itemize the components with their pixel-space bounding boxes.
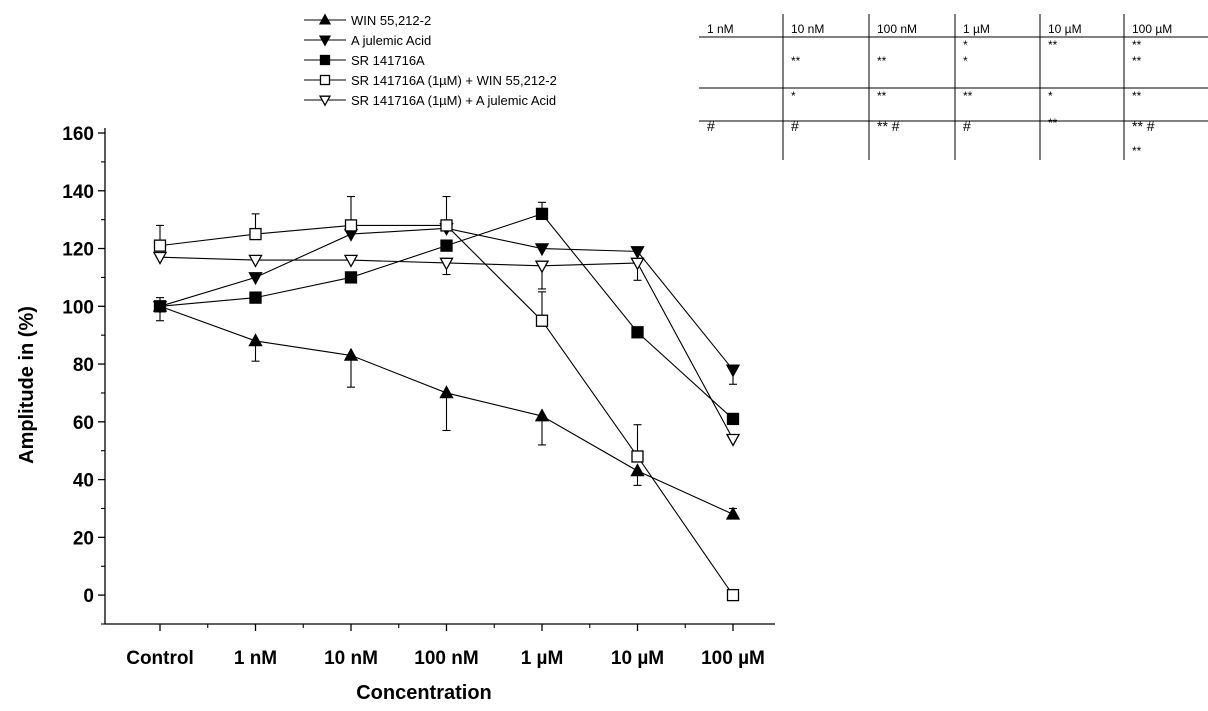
legend: WIN 55,212-2 A julemic Acid SR 141716A SR 1… (304, 13, 557, 108)
data-point (249, 227, 262, 241)
y-tick-label: 40 (73, 471, 94, 492)
data-point (631, 326, 644, 339)
data-point (534, 408, 550, 422)
table-cell: * (963, 54, 968, 68)
table-cell: ** (963, 89, 973, 103)
table-cell: ** (1132, 38, 1142, 52)
x-tick-label: 10 nM (324, 648, 378, 669)
data-point (152, 251, 168, 265)
table-cell: ** (791, 54, 801, 68)
series-1 (152, 297, 741, 520)
table-header-cell: 100 µM (1132, 22, 1172, 36)
data-point (153, 300, 167, 313)
data-point (343, 254, 359, 268)
x-tick-label: 100 µM (701, 648, 765, 669)
table-header-cell: 10 µM (1048, 22, 1082, 36)
data-point (725, 506, 741, 520)
legend-label: SR 141716A (1µM) + WIN 55,212-2 (351, 73, 557, 88)
y-tick-label: 20 (73, 528, 94, 549)
x-tick-label: Control (126, 648, 194, 669)
table-cell: * (963, 38, 968, 52)
series-4 (153, 195, 740, 602)
table-cell: * (791, 89, 796, 103)
data-point (343, 347, 359, 361)
y-tick-label: 0 (83, 586, 94, 607)
table-cell: # (707, 118, 715, 134)
table-cell: ** # (1132, 118, 1155, 134)
table-header-cell: 1 nM (707, 22, 734, 36)
table-cell: * (1048, 89, 1053, 103)
data-point (726, 588, 740, 602)
series-5 (152, 251, 741, 447)
axes: 0 20 40 60 80 100 120 140 160 Control 1 nM 10 nM 100… (62, 124, 775, 669)
data-point (630, 257, 645, 271)
legend-label: A julemic Acid (351, 33, 431, 48)
legend-marker (318, 95, 332, 107)
data-point (725, 364, 741, 378)
significance-table: 1 nM 10 nM 100 nM 1 µM 10 µM 100 µM* ** **** ** *… (699, 14, 1208, 160)
x-tick-label: 1 µM (521, 648, 564, 669)
x-tick-label: 1 nM (234, 648, 277, 669)
data-point (630, 463, 645, 477)
table-cell: ** (1132, 89, 1142, 103)
data-point (344, 271, 358, 284)
series-3 (153, 201, 740, 426)
y-tick-label: 100 (62, 297, 94, 318)
table-cell: ** (877, 89, 887, 103)
table-cell: # (791, 118, 799, 134)
y-tick-label: 60 (73, 413, 94, 434)
y-tick-label: 160 (62, 124, 94, 145)
data-point (534, 243, 550, 257)
legend-marker (318, 13, 332, 25)
data-point (439, 385, 454, 399)
data-point (249, 291, 262, 304)
table-cell: ** (877, 54, 887, 68)
data-point (439, 257, 454, 271)
table-cell: # (963, 118, 971, 134)
data-point (440, 219, 453, 232)
data-point (630, 246, 645, 260)
legend-marker (319, 54, 331, 66)
x-tick-label: 100 nM (414, 648, 478, 669)
data-point (534, 260, 550, 274)
data-point (535, 207, 549, 221)
y-axis-title: Amplitude in (%) (16, 306, 38, 464)
data-point (248, 333, 263, 347)
data-point (248, 254, 263, 268)
y-tick-label: 120 (62, 240, 94, 261)
data-point (631, 450, 644, 463)
table-cell: ** (1132, 144, 1142, 158)
y-tick-label: 80 (73, 355, 94, 376)
series-layer (152, 195, 741, 602)
table-header-cell: 1 µM (963, 22, 990, 36)
table-header-cell: 100 nM (877, 22, 917, 36)
data-point (344, 219, 358, 232)
data-point (440, 239, 453, 252)
table-cell: ** # (877, 118, 900, 134)
table-header-cell: 10 nM (791, 22, 824, 36)
data-point (153, 239, 167, 252)
legend-label: SR 141716A (1µM) + A julemic Acid (351, 93, 556, 108)
x-tick-label: 10 µM (611, 648, 664, 669)
data-point (248, 272, 263, 286)
table-cell: ** (1132, 54, 1142, 68)
y-tick-label: 140 (62, 182, 94, 203)
legend-marker (318, 35, 332, 47)
legend-label: SR 141716A (351, 53, 425, 68)
table-cell: ** (1048, 38, 1058, 52)
x-axis-title: Concentration (356, 682, 492, 704)
legend-label: WIN 55,212-2 (351, 13, 431, 28)
data-point (725, 433, 741, 447)
legend-marker (319, 74, 331, 86)
data-point (726, 412, 740, 426)
table-cell: ** (1048, 116, 1058, 130)
data-point (535, 314, 549, 327)
